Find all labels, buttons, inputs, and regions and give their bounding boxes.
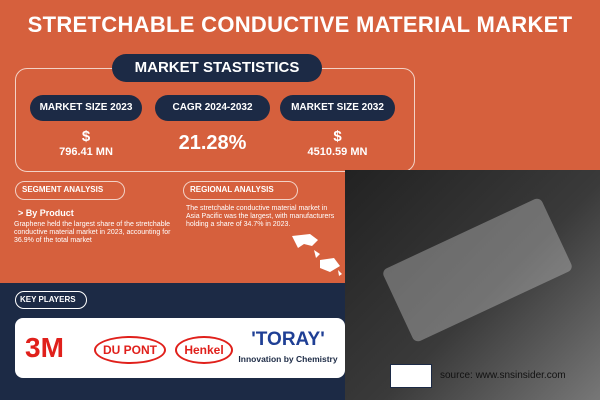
segment-title: SEGMENT ANALYSIS (22, 185, 104, 194)
stat-label: MARKET SIZE 2032 (280, 95, 395, 121)
photo (345, 170, 600, 400)
logo: DU PONT (94, 336, 166, 364)
segment-text: Graphene held the largest share of the s… (14, 221, 171, 244)
stat-currency: $ (333, 128, 342, 145)
map (292, 234, 342, 276)
stat-value: 21.28% (178, 132, 247, 154)
stat-label: CAGR 2024-2032 (155, 95, 270, 121)
stat-label: MARKET SIZE 2023 (30, 95, 142, 121)
regional-title: REGIONAL ANALYSIS (190, 185, 274, 194)
stat-currency: $ (81, 128, 91, 145)
players-frame (15, 291, 87, 309)
stat-value: 796.41 MN (59, 146, 113, 158)
brand-logo (390, 364, 432, 388)
regional-frame (183, 181, 298, 200)
players-title: KEY PLAYERS (20, 295, 76, 304)
logo: Henkel (175, 336, 233, 364)
logo-tagline: Innovation by Chemistry (238, 354, 338, 364)
stat-value: 4510.59 MN (307, 146, 368, 158)
title: STRETCHABLE CONDUCTIVE MATERIAL MARKET (27, 12, 573, 37)
source: source: www.snsinsider.com (440, 370, 566, 381)
stats-title: MARKET STASTISTICS (112, 54, 322, 82)
logo: 'TORAY' (251, 329, 325, 350)
logo: 3M (25, 332, 64, 363)
film (381, 196, 574, 344)
segment-heading: > By Product (18, 208, 74, 218)
segment-frame (15, 181, 125, 200)
regional-text: The stretchable conductive material mark… (186, 205, 335, 228)
